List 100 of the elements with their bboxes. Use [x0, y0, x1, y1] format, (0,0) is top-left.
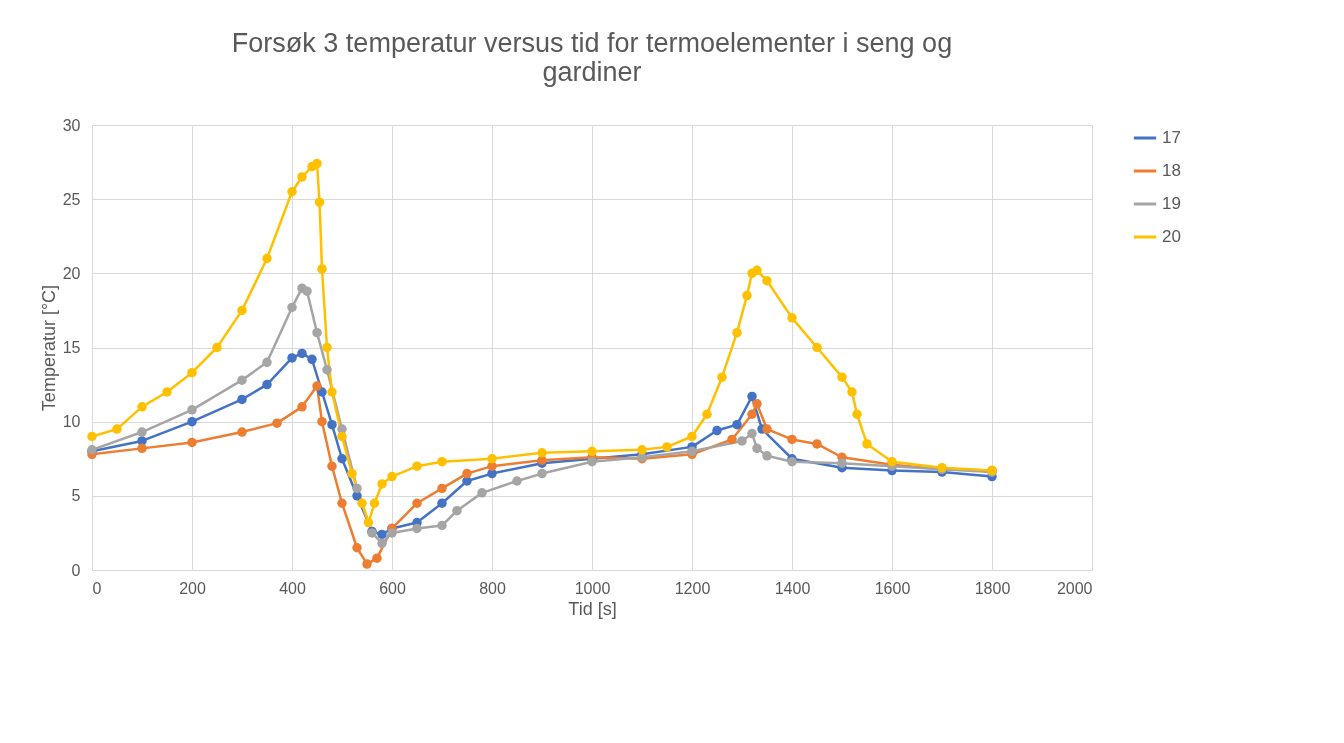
point: [837, 458, 847, 468]
y-tick-label: 25: [62, 190, 81, 208]
text: Forsøk 3 temperatur versus tid for termoelementer i seng og: [231, 28, 953, 58]
point: [262, 379, 272, 390]
point: [747, 428, 757, 439]
point: [317, 264, 327, 274]
point: [437, 483, 447, 494]
y-axis-title: Temperatur [°C]: [38, 284, 59, 412]
point: [412, 498, 422, 508]
point: [237, 394, 247, 405]
point: [377, 529, 387, 540]
point: [437, 498, 447, 508]
y-tick-label: 20: [62, 264, 81, 282]
y-tick-label: 10: [62, 413, 81, 431]
point: [377, 538, 387, 549]
point: [437, 520, 447, 531]
y-tick-label: 0: [71, 561, 81, 579]
point: [297, 172, 307, 182]
point: [312, 381, 322, 391]
point: [717, 372, 727, 382]
point: [742, 290, 752, 301]
point: [387, 528, 397, 538]
point: [337, 431, 347, 442]
point: [762, 276, 772, 286]
point: [787, 313, 797, 323]
point: [314, 197, 325, 207]
point: [812, 342, 822, 353]
point: [187, 416, 197, 427]
point: [362, 559, 372, 569]
point: [322, 342, 332, 353]
point: [732, 419, 742, 430]
point: [87, 431, 97, 442]
point: [747, 391, 757, 402]
point: [262, 253, 272, 264]
point: [662, 442, 672, 452]
point: [752, 399, 762, 409]
legend-label: 19: [1162, 194, 1181, 213]
point: [377, 479, 387, 489]
point: [687, 431, 697, 442]
point: [702, 409, 712, 419]
x-tick-label: 2000: [1056, 579, 1093, 597]
point: [162, 387, 172, 397]
x-tick-label: 600: [379, 579, 406, 597]
point: [512, 476, 522, 486]
point: [762, 451, 772, 461]
point: [322, 365, 332, 375]
point: [302, 286, 312, 296]
x-tick-label: 0: [92, 579, 102, 597]
text: gardiner: [542, 57, 642, 87]
point: [327, 419, 337, 430]
point: [637, 445, 647, 455]
point: [837, 372, 847, 382]
point: [312, 327, 322, 338]
point: [537, 448, 547, 458]
point: [847, 387, 857, 397]
point: [727, 434, 737, 445]
legend-label: 18: [1162, 161, 1181, 180]
point: [537, 468, 547, 479]
point: [732, 327, 742, 338]
point: [287, 302, 297, 313]
point: [437, 456, 447, 467]
point: [262, 357, 272, 368]
point: [327, 387, 337, 397]
point: [363, 517, 374, 528]
point: [112, 424, 122, 434]
point: [317, 416, 327, 427]
x-tick-label: 1400: [774, 579, 811, 597]
point: [237, 375, 247, 385]
point: [237, 427, 247, 437]
x-tick-label: 200: [179, 579, 206, 597]
point: [487, 454, 497, 464]
point: [369, 498, 380, 508]
point: [317, 387, 327, 397]
point: [412, 461, 422, 471]
point: [352, 543, 362, 553]
point: [237, 305, 247, 316]
point: [347, 468, 357, 479]
point: [137, 427, 147, 437]
point: [337, 498, 347, 508]
y-tick-label: 15: [62, 339, 81, 356]
point: [462, 468, 472, 479]
point: [752, 443, 762, 454]
point: [372, 553, 382, 563]
point: [212, 342, 222, 353]
x-tick-label: 1600: [874, 579, 911, 597]
point: [287, 353, 297, 363]
point: [737, 436, 747, 446]
point: [297, 348, 307, 359]
point: [137, 402, 147, 412]
y-tick-label: 5: [71, 487, 81, 505]
legend-label: 20: [1162, 227, 1181, 246]
point: [187, 367, 197, 378]
point: [747, 409, 757, 419]
x-tick-label: 400: [279, 579, 306, 597]
x-tick-label: 1200: [674, 579, 711, 597]
point: [412, 523, 422, 534]
point: [712, 425, 722, 436]
point: [387, 471, 397, 482]
point: [307, 354, 317, 365]
point: [187, 437, 197, 448]
